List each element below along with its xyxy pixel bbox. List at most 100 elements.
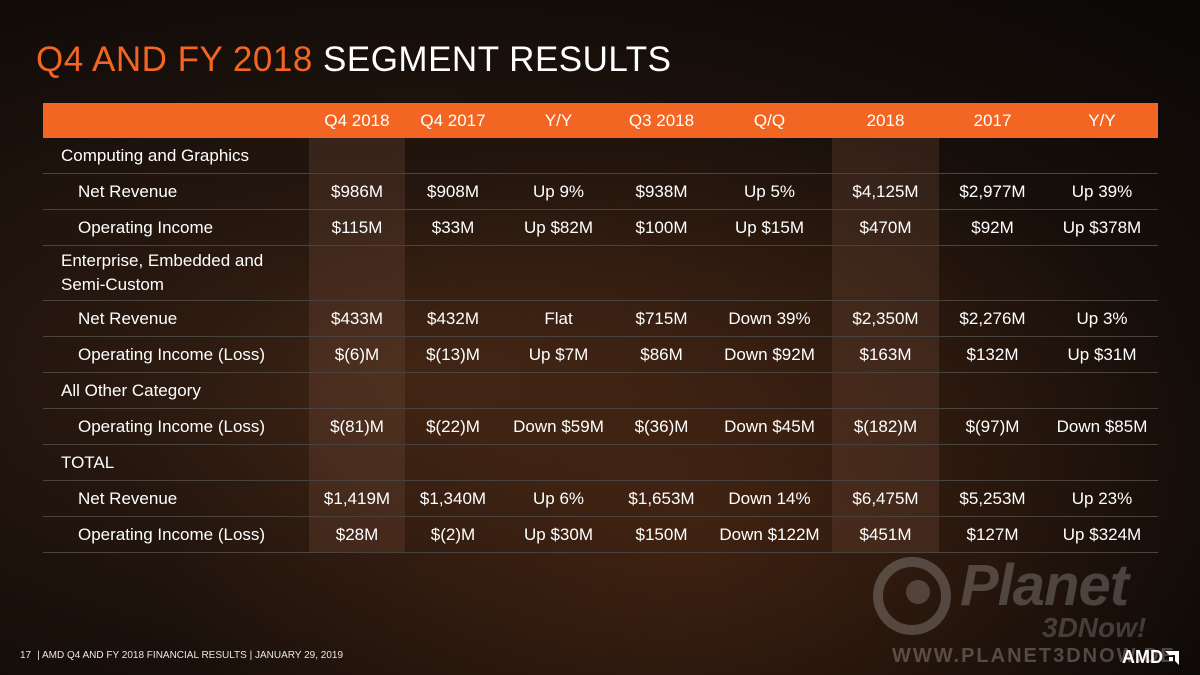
amd-arrow-icon — [1165, 651, 1179, 665]
table-cell — [707, 245, 832, 301]
row-label: Net Revenue — [43, 173, 309, 210]
table-cell: Down $92M — [707, 336, 832, 373]
header-cell: Y/Y — [501, 103, 616, 138]
footer-text: | AMD Q4 AND FY 2018 FINANCIAL RESULTS |… — [37, 650, 343, 661]
row-label: TOTAL — [43, 444, 309, 481]
table-cell: $115M — [309, 209, 405, 246]
row-label: Operating Income — [43, 209, 309, 246]
table-cell: Up 5% — [707, 173, 832, 210]
row-label: Net Revenue — [43, 300, 309, 337]
table-cell: $92M — [939, 209, 1046, 246]
table-cell — [309, 138, 405, 174]
table-cell: $(2)M — [405, 516, 501, 553]
table-cell: $100M — [616, 209, 707, 246]
row-label: Operating Income (Loss) — [43, 516, 309, 553]
table-cell: $433M — [309, 300, 405, 337]
table-row: Net Revenue $1,419M $1,340M Up 6% $1,653… — [43, 480, 1158, 517]
table-row: Enterprise, Embedded and Semi-Custom — [43, 245, 1158, 301]
table-cell — [832, 444, 939, 481]
table-cell: Up 3% — [1046, 300, 1158, 337]
table-cell — [616, 138, 707, 174]
table-cell — [616, 444, 707, 481]
table-cell — [939, 138, 1046, 174]
table-cell: $938M — [616, 173, 707, 210]
table-cell: Up $324M — [1046, 516, 1158, 553]
table-cell: Up $378M — [1046, 209, 1158, 246]
table-cell: $(97)M — [939, 408, 1046, 445]
table-cell — [405, 372, 501, 409]
table-cell — [309, 444, 405, 481]
table-cell: $150M — [616, 516, 707, 553]
table-cell: $1,653M — [616, 480, 707, 517]
table-row: Operating Income (Loss) $(81)M $(22)M Do… — [43, 408, 1158, 445]
header-cell — [43, 103, 309, 138]
table-cell: Down $85M — [1046, 408, 1158, 445]
table-cell: Flat — [501, 300, 616, 337]
watermark: Planet 3DNow! WWW.PLANET3DNOW.DE — [872, 552, 1192, 672]
watermark-url: WWW.PLANET3DNOW.DE — [892, 645, 1176, 667]
planet-logo-icon — [873, 557, 951, 635]
table-cell: $163M — [832, 336, 939, 373]
table-cell — [501, 245, 616, 301]
table-cell: $(182)M — [832, 408, 939, 445]
table-cell — [501, 372, 616, 409]
table-cell: $(36)M — [616, 408, 707, 445]
table-cell — [1046, 372, 1158, 409]
table-cell — [707, 372, 832, 409]
table-cell: $470M — [832, 209, 939, 246]
table-cell — [616, 245, 707, 301]
table-cell — [1046, 138, 1158, 174]
table-cell: $1,419M — [309, 480, 405, 517]
amd-logo: AMD — [1122, 647, 1179, 668]
footer: 17 | AMD Q4 AND FY 2018 FINANCIAL RESULTS… — [20, 650, 343, 661]
table-cell — [405, 138, 501, 174]
table-cell: Up $15M — [707, 209, 832, 246]
table-cell: Up 6% — [501, 480, 616, 517]
table-cell: Up 39% — [1046, 173, 1158, 210]
header-cell: Q3 2018 — [616, 103, 707, 138]
table-cell — [707, 138, 832, 174]
table-cell — [309, 245, 405, 301]
table-cell — [616, 372, 707, 409]
table-cell: $2,350M — [832, 300, 939, 337]
row-label: Operating Income (Loss) — [43, 408, 309, 445]
table-row: All Other Category — [43, 372, 1158, 409]
watermark-brand: Planet — [960, 553, 1129, 618]
page-number: 17 — [20, 650, 32, 661]
row-label: Enterprise, Embedded and Semi-Custom — [43, 245, 309, 301]
table-cell: $132M — [939, 336, 1046, 373]
table-cell: $715M — [616, 300, 707, 337]
table-cell — [501, 138, 616, 174]
table-cell: Down 39% — [707, 300, 832, 337]
header-cell: 2018 — [832, 103, 939, 138]
segment-results-table: Q4 2018 Q4 2017 Y/Y Q3 2018 Q/Q 2018 201… — [43, 103, 1158, 553]
table-cell: Up $31M — [1046, 336, 1158, 373]
table-cell: $451M — [832, 516, 939, 553]
table-cell: Up $82M — [501, 209, 616, 246]
table-cell: $127M — [939, 516, 1046, 553]
table-cell — [939, 245, 1046, 301]
table-cell: $986M — [309, 173, 405, 210]
table-row: Operating Income (Loss) $(6)M $(13)M Up … — [43, 336, 1158, 373]
table-cell: $86M — [616, 336, 707, 373]
table-cell: $6,475M — [832, 480, 939, 517]
table-cell: $(81)M — [309, 408, 405, 445]
table-cell: $(6)M — [309, 336, 405, 373]
table-cell — [939, 444, 1046, 481]
table-cell: $5,253M — [939, 480, 1046, 517]
table-cell — [939, 372, 1046, 409]
amd-logo-text: AMD — [1122, 647, 1163, 667]
table-row: Operating Income $115M $33M Up $82M $100… — [43, 209, 1158, 246]
table-header-row: Q4 2018 Q4 2017 Y/Y Q3 2018 Q/Q 2018 201… — [43, 103, 1158, 138]
table-cell: $(22)M — [405, 408, 501, 445]
table-row: Net Revenue $986M $908M Up 9% $938M Up 5… — [43, 173, 1158, 210]
table-cell: Up 23% — [1046, 480, 1158, 517]
table-row: Net Revenue $433M $432M Flat $715M Down … — [43, 300, 1158, 337]
table-cell: Up 9% — [501, 173, 616, 210]
header-cell: Q/Q — [707, 103, 832, 138]
table-cell — [832, 138, 939, 174]
table-cell: $2,276M — [939, 300, 1046, 337]
table-cell: Down $45M — [707, 408, 832, 445]
table-cell — [1046, 245, 1158, 301]
table-cell — [1046, 444, 1158, 481]
